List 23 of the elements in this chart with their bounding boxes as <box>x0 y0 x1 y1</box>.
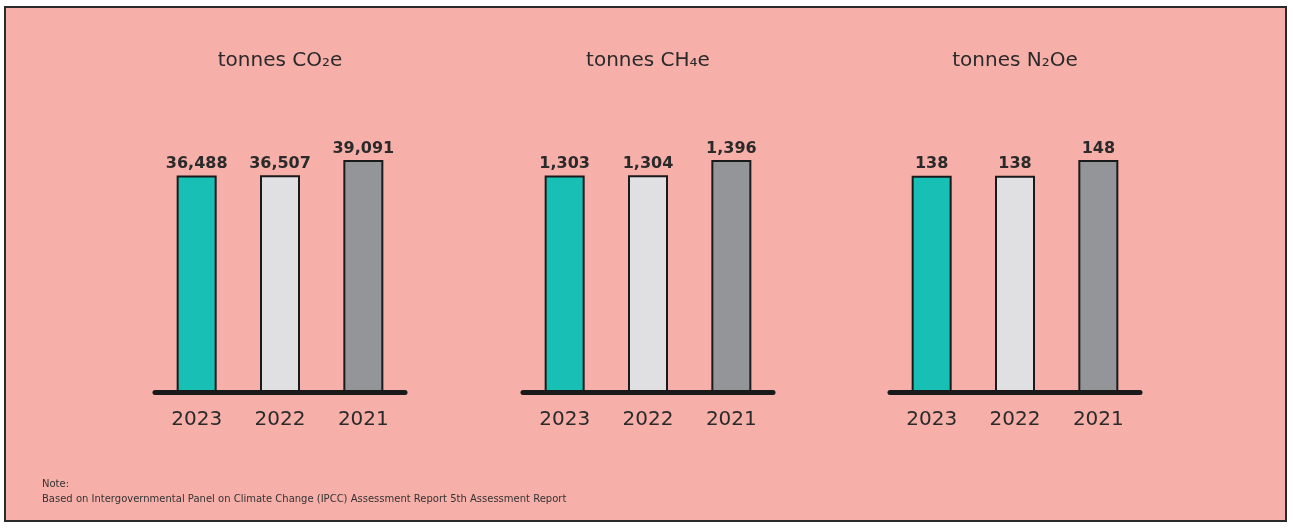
data-label: 1,304 <box>622 152 674 172</box>
chart-title: tonnes N₂Oe <box>952 47 1078 71</box>
x-tick-label: 2021 <box>337 406 389 430</box>
data-label: 138 <box>998 153 1032 173</box>
data-label: 36,507 <box>249 152 311 172</box>
data-label: 39,091 <box>332 137 395 157</box>
data-label: 138 <box>914 153 949 173</box>
x-tick-label: 2023 <box>906 406 958 430</box>
text: Note: <box>42 477 71 491</box>
x-tick-label: 2021 <box>705 406 757 430</box>
x-tick-label: 2021 <box>1072 406 1124 430</box>
x-tick-label: 2023 <box>539 406 591 430</box>
x-tick-label: 2022 <box>622 406 674 430</box>
chart-title: tonnes CH₄e <box>586 47 710 71</box>
x-tick-label: 2022 <box>254 406 306 430</box>
data-label: 36,488 <box>165 152 228 172</box>
data-label: 1,396 <box>706 137 757 157</box>
chart-title: tonnes CO₂e <box>217 47 343 71</box>
x-tick-label: 2022 <box>989 406 1041 430</box>
data-label: 1,303 <box>539 152 590 172</box>
data-label: 148 <box>1081 137 1116 157</box>
text: Based on Intergovernmental Panel on Climate Change (IPCC) Assessment Report 5th Assessment Report <box>42 492 567 506</box>
x-tick-label: 2023 <box>171 406 223 430</box>
